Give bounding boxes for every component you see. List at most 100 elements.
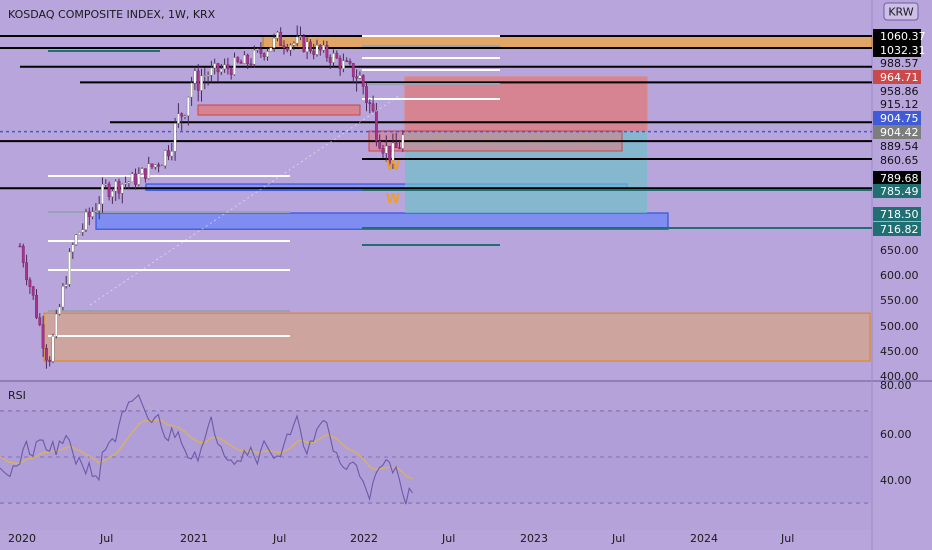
candle-body — [206, 75, 210, 77]
candle-body — [242, 54, 246, 64]
zone-orange-bottom — [43, 312, 871, 362]
zone-red-left — [197, 104, 361, 116]
candle-body — [180, 113, 184, 117]
candle-body — [127, 181, 131, 184]
rsi-pane — [0, 382, 872, 530]
x-tick: Jul — [441, 532, 455, 545]
candle-body — [203, 75, 207, 77]
candle-body — [365, 86, 368, 103]
price-tag-bg — [873, 207, 921, 221]
candle-body — [335, 53, 339, 59]
price-tag-bg — [873, 29, 921, 43]
candle-body — [163, 150, 167, 166]
candle-body — [25, 262, 28, 281]
price-tag-label: 904.42 — [880, 126, 919, 139]
candle-body — [266, 51, 269, 58]
candle-body — [256, 48, 259, 51]
candle-body — [302, 36, 306, 52]
candle-body — [213, 63, 217, 69]
x-tick: Jul — [611, 532, 625, 545]
candle-body — [375, 110, 378, 142]
rsi-tick: 40.00 — [880, 474, 912, 487]
rsi-line — [0, 394, 413, 505]
rsi-tick: 80.00 — [880, 379, 912, 392]
candle-body — [249, 63, 253, 66]
candle-body — [186, 96, 190, 116]
candle-body — [269, 47, 273, 52]
candle-body — [282, 45, 286, 49]
price-tag-label: 988.57 — [880, 57, 919, 70]
candle-body — [48, 359, 52, 362]
candle-body — [200, 75, 203, 91]
candle-body — [173, 123, 177, 152]
price-tag-label: 915.12 — [880, 98, 919, 111]
candle-body — [384, 145, 388, 154]
price-tag-label: 1032.31 — [880, 44, 926, 57]
chart-title: KOSDAQ COMPOSITE INDEX, 1W, KRX — [8, 8, 216, 21]
x-axis-ticks: 2020 Jul 2021 Jul 2022 Jul 2023 Jul 2024… — [8, 532, 794, 545]
price-tag-bg — [873, 184, 921, 198]
price-tag-label: 785.49 — [880, 185, 919, 198]
price-tag-label: 904.75 — [880, 112, 919, 125]
candle-body — [299, 36, 302, 38]
candle-body — [35, 295, 38, 318]
rsi-band — [0, 411, 872, 503]
zone-red-top — [404, 76, 648, 133]
candle-body — [219, 68, 223, 73]
candle-body — [157, 164, 160, 167]
candle-body — [388, 145, 391, 164]
rsi-label: RSI — [8, 389, 26, 402]
candle-body — [58, 306, 62, 315]
candle-body — [170, 151, 174, 157]
candle-body — [401, 134, 405, 149]
candle-body — [358, 75, 362, 79]
candle-body — [140, 168, 144, 174]
price-tag-label: 789.68 — [880, 172, 919, 185]
x-tick: Jul — [272, 532, 286, 545]
candle-body — [74, 234, 78, 245]
y-tick: 500.00 — [880, 320, 919, 333]
y-tick: 650.00 — [880, 244, 919, 257]
pattern-marker: W — [386, 159, 400, 174]
candle-body — [332, 53, 335, 63]
candle-body — [318, 44, 322, 51]
x-tick: Jul — [99, 532, 113, 545]
candle-body — [87, 211, 91, 217]
candle-body — [345, 60, 349, 62]
candle-body — [124, 182, 128, 185]
candle-body — [193, 70, 197, 84]
candle-body — [137, 173, 141, 185]
candle-body — [312, 50, 316, 55]
price-tags: 1060.371032.31988.57964.71958.86915.1290… — [873, 29, 926, 236]
candle-body — [233, 57, 236, 75]
candle-body — [94, 210, 98, 212]
price-tag-bg — [873, 222, 921, 236]
candle-body — [223, 64, 226, 70]
candle-body — [328, 57, 332, 63]
candle-body — [246, 54, 250, 65]
y-tick: 400.00 — [880, 370, 919, 383]
candle-body — [183, 115, 187, 117]
candle-body — [391, 142, 395, 164]
price-tag-label: 958.86 — [880, 85, 919, 98]
x-tick: 2022 — [350, 532, 378, 545]
x-tick: 2021 — [180, 532, 208, 545]
candle-body — [147, 163, 151, 179]
candle-body — [160, 165, 164, 167]
price-tag-bg — [873, 111, 921, 125]
candle-body — [38, 317, 42, 325]
candle-body — [101, 184, 104, 205]
candle-body — [84, 211, 88, 230]
price-tag-label: 718.50 — [880, 208, 919, 221]
currency-badge[interactable] — [883, 2, 919, 21]
candle-body — [190, 82, 193, 98]
candle-body — [68, 251, 71, 285]
candle-body — [348, 61, 352, 64]
level-lines-layer — [0, 35, 872, 337]
candle-body — [272, 37, 276, 48]
candle-body — [54, 313, 58, 337]
y-tick: 600.00 — [880, 269, 919, 282]
candle-body — [289, 45, 292, 51]
zone-orange-top — [262, 35, 873, 49]
